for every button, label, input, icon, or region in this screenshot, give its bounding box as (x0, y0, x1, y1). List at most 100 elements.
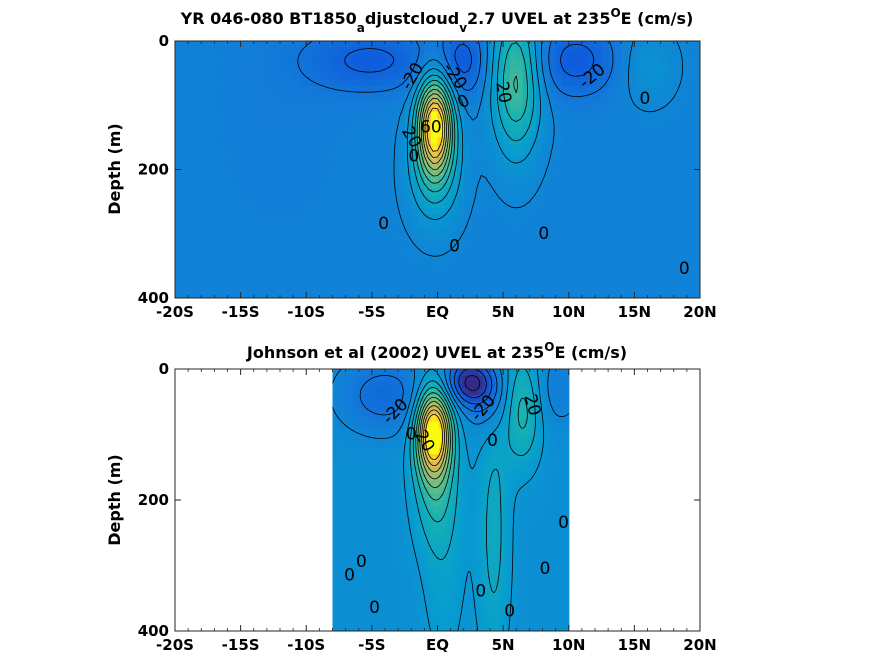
top-heat-cell (470, 111, 478, 119)
bottom-heat-cell (432, 480, 437, 488)
bottom-heat-cell (412, 604, 416, 612)
top-heat-cell (266, 137, 275, 145)
bottom-heat-cell (447, 565, 452, 573)
bottom-heat-cell (391, 526, 396, 534)
bottom-heat-cell (350, 519, 354, 527)
top-heat-cell (575, 175, 583, 183)
top-heat-cell (549, 118, 557, 126)
top-heat-cell (621, 253, 629, 261)
bottom-heat-cell (429, 493, 434, 501)
top-heat-cell (220, 259, 229, 267)
bottom-heat-cell (406, 401, 410, 409)
top-heat-cell (470, 201, 478, 209)
top-heat-cell (358, 278, 366, 286)
top-heat-cell (621, 227, 629, 235)
top-heat-cell (640, 73, 649, 81)
top-heat-cell (240, 169, 248, 177)
top-heat-cell (595, 208, 603, 216)
top-heat-cell (266, 253, 275, 261)
top-heat-cell (378, 272, 386, 280)
top-heat-cell (286, 143, 294, 151)
bottom-heat-cell (382, 447, 387, 455)
top-heat-cell (417, 169, 425, 177)
bottom-heat-cell (382, 506, 387, 514)
top-heat-cell (496, 291, 504, 298)
top-heat-cell (207, 233, 215, 241)
bottom-heat-cell (397, 532, 402, 540)
top-heat-cell (227, 130, 235, 138)
bottom-heat-cell (400, 369, 404, 377)
top-heat-cell (417, 60, 425, 68)
top-heat-cell (207, 265, 215, 273)
bottom-heat-cell (394, 572, 399, 580)
top-heat-cell (568, 79, 576, 87)
top-heat-cell (542, 150, 550, 158)
bottom-heat-cell (429, 375, 434, 383)
top-heat-cell (542, 111, 550, 119)
bottom-heat-cell (359, 375, 363, 383)
top-heat-cell (352, 246, 360, 254)
bottom-heat-cell (350, 369, 354, 377)
bottom-heat-cell (344, 375, 348, 383)
top-heat-cell (693, 111, 700, 119)
bottom-heat-cell (403, 572, 407, 580)
top-heat-cell (398, 253, 406, 261)
bottom-heat-cell (359, 545, 363, 553)
top-heat-cell (332, 47, 340, 55)
bottom-heat-cell (379, 552, 384, 560)
top-heat-cell (595, 47, 603, 55)
bottom-heat-cell (427, 552, 431, 560)
bottom-heat-cell (376, 486, 381, 495)
top-heat-cell (490, 98, 498, 106)
top-heat-cell (234, 47, 242, 55)
bottom-heat-cell (403, 598, 407, 606)
bottom-heat-cell (332, 388, 337, 396)
top-heat-cell (483, 156, 491, 164)
top-heat-cell (614, 175, 622, 183)
bottom-heat-cell (412, 611, 416, 619)
top-heat-cell (385, 208, 393, 216)
top-heat-cell (299, 253, 307, 261)
top-heat-cell (575, 233, 583, 241)
bottom-heat-cell (370, 604, 375, 612)
top-heat-cell (483, 285, 491, 293)
bottom-heat-cell (432, 408, 437, 416)
top-heat-cell (345, 124, 353, 132)
bottom-heat-cell (429, 401, 434, 409)
top-heat-cell (312, 85, 320, 93)
top-heat-cell (385, 92, 393, 100)
top-heat-cell (627, 233, 635, 241)
bottom-heat-cell (391, 375, 396, 383)
top-heat-cell (549, 175, 557, 183)
top-heat-cell (306, 98, 314, 106)
top-heat-cell (542, 253, 550, 261)
top-heat-cell (496, 92, 504, 100)
bottom-heat-cell (356, 421, 360, 429)
top-heat-cell (529, 175, 537, 183)
top-heat-cell (588, 220, 596, 228)
top-heat-cell (621, 291, 629, 298)
bottom-heat-cell (400, 558, 404, 567)
top-heat-cell (378, 169, 386, 177)
bottom-heat-cell (397, 558, 402, 567)
top-heat-cell (220, 124, 229, 132)
top-heat-cell (522, 265, 530, 273)
top-heat-cell (214, 130, 222, 138)
top-heat-cell (549, 137, 557, 145)
bottom-heat-cell (379, 441, 384, 449)
bottom-heat-cell (362, 486, 366, 495)
top-heat-cell (391, 285, 399, 293)
top-heat-cell (555, 163, 563, 171)
top-heat-cell (345, 253, 353, 261)
top-heat-cell (535, 201, 544, 209)
bottom-heat-cell (435, 486, 440, 495)
top-heat-cell (424, 41, 432, 49)
top-heat-cell (240, 227, 248, 235)
top-heat-cell (529, 208, 537, 216)
top-heat-cell (365, 259, 373, 267)
top-heat-cell (181, 41, 189, 49)
top-heat-cell (194, 246, 202, 254)
top-heat-cell (654, 285, 662, 293)
top-heat-cell (529, 233, 537, 241)
bottom-heat-cell (353, 558, 357, 567)
